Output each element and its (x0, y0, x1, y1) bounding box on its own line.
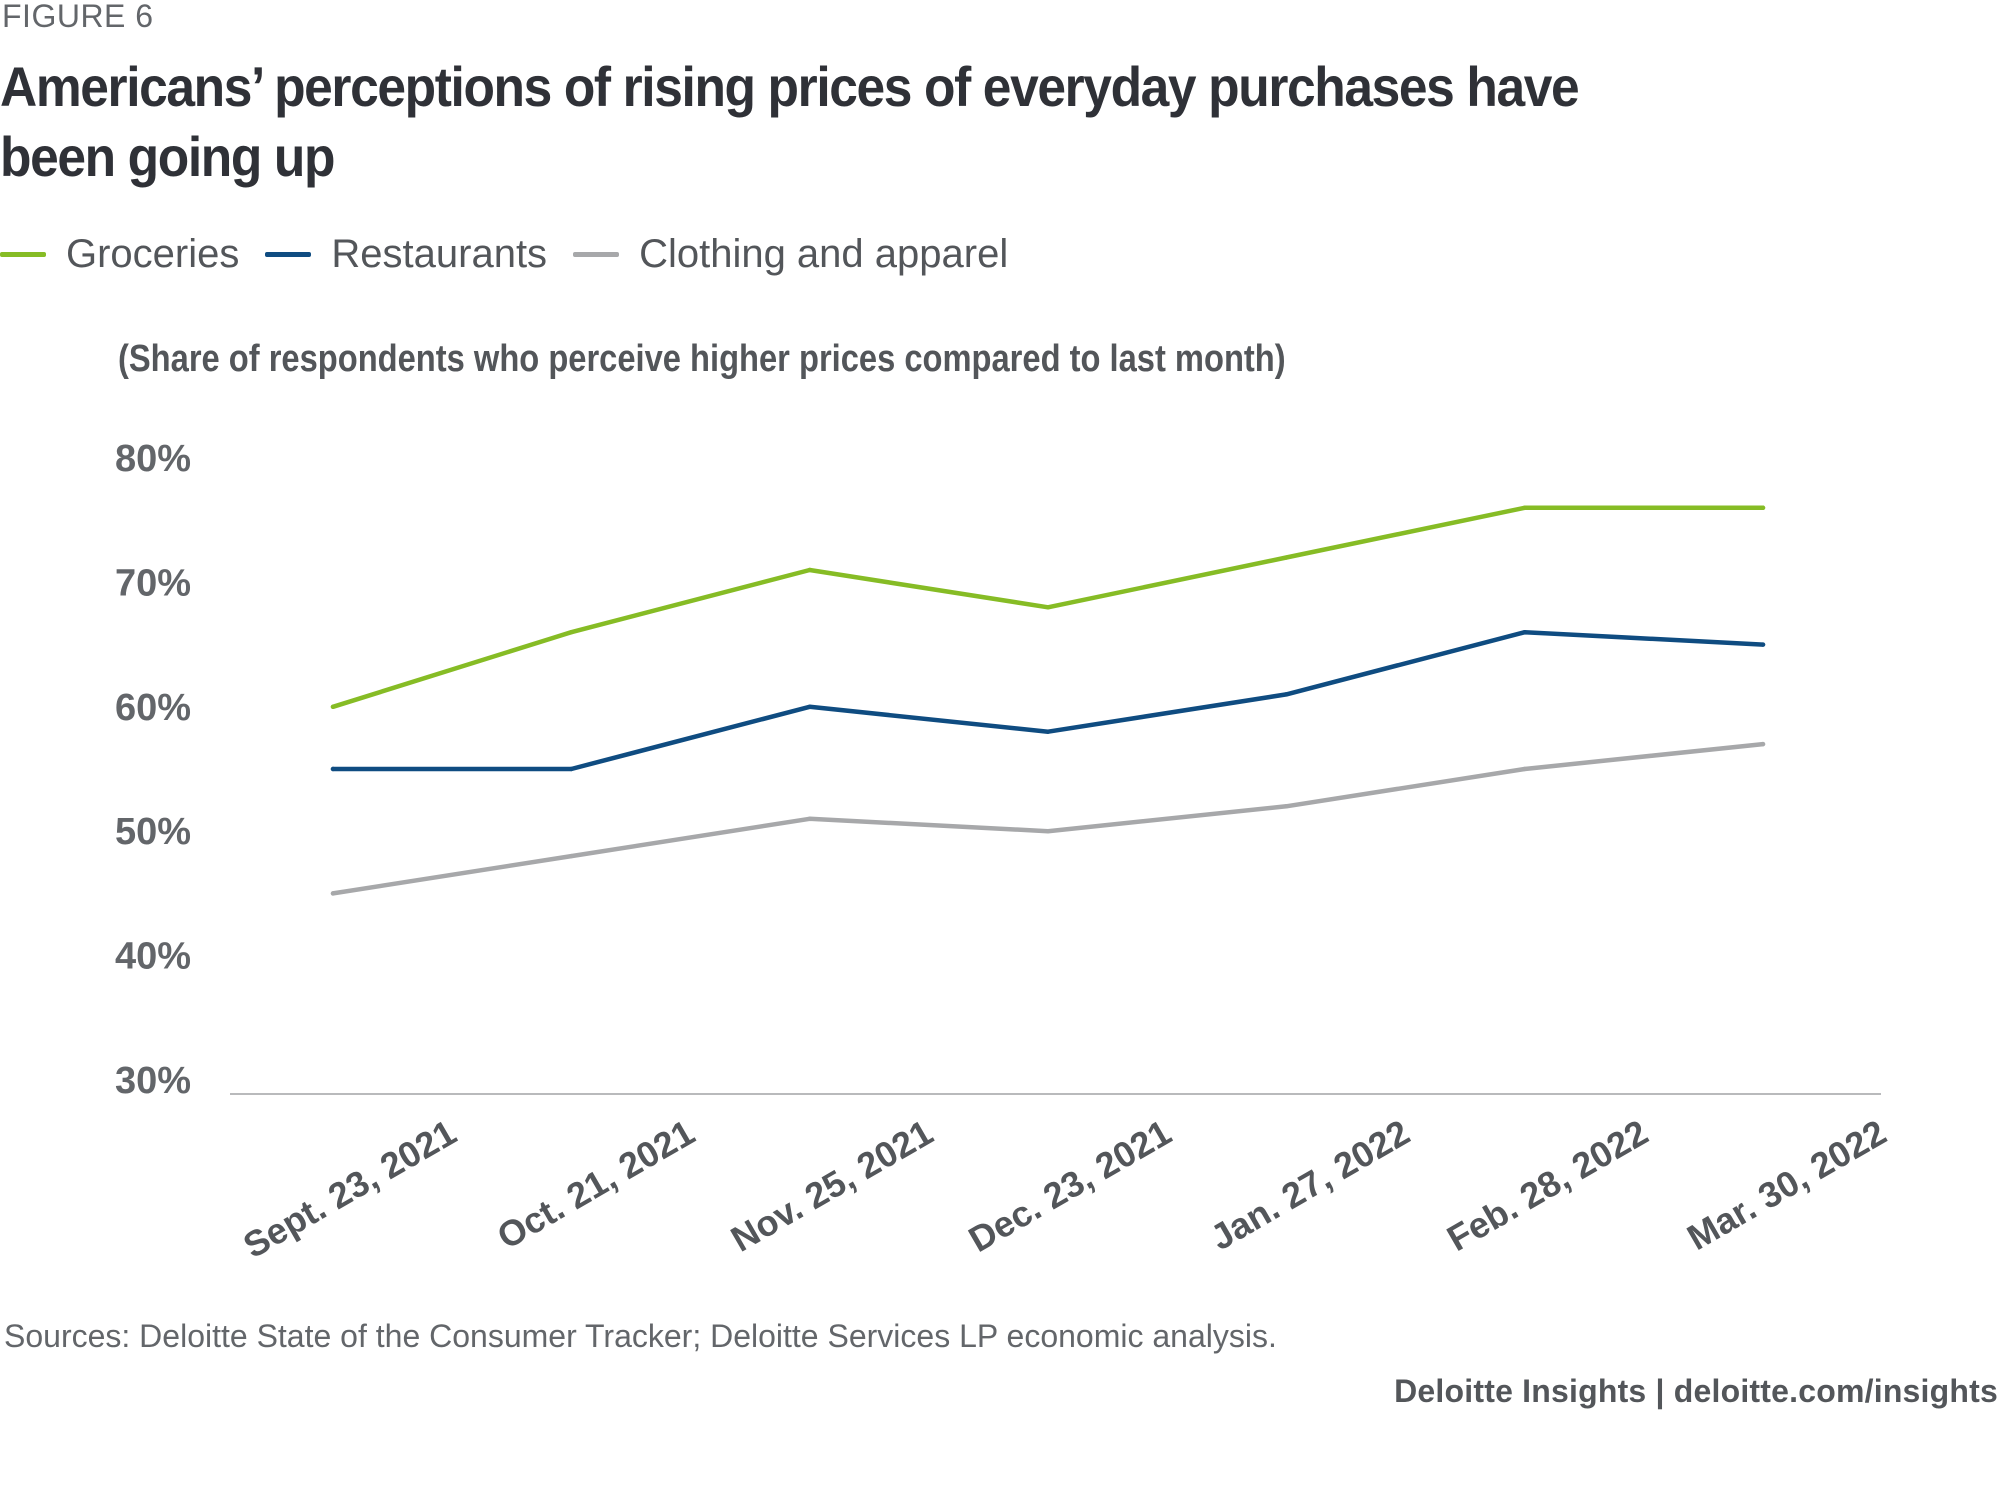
figure-label: FIGURE 6 (2, 0, 154, 34)
data-point (1522, 505, 1527, 510)
data-point (1045, 829, 1051, 834)
series-line-clothing-and-apparel (330, 741, 1766, 896)
data-point (330, 766, 336, 772)
data-point (1284, 804, 1289, 809)
data-point (1284, 555, 1289, 560)
chart-title: Americans’ perceptions of rising prices … (0, 55, 1580, 188)
data-point (330, 704, 336, 709)
series-line-restaurants (330, 629, 1766, 772)
x-axis: Sept. 23, 2021 Oct. 21, 2021 Nov. 25, 2021… (236, 1111, 1893, 1266)
data-point (807, 816, 812, 821)
data-point (1045, 605, 1051, 610)
y-tick-label: 60% (115, 687, 191, 729)
publisher-credit: Deloitte Insights | deloitte.com/insight… (1394, 1373, 1998, 1409)
data-point (330, 891, 336, 896)
legend-label-groceries: Groceries (66, 232, 240, 276)
data-point (1284, 692, 1289, 697)
y-tick-label: 70% (115, 562, 191, 604)
x-tick-label: Jan. 27, 2022 (1203, 1111, 1416, 1258)
legend-item-groceries: Groceries (0, 232, 239, 277)
x-tick-label: Nov. 25, 2021 (724, 1111, 940, 1259)
legend-swatch-groceries (0, 252, 46, 257)
legend-swatch-restaurants (265, 252, 312, 257)
x-tick-label: Feb. 28, 2022 (1440, 1111, 1655, 1259)
data-point (1760, 741, 1766, 747)
data-point (569, 629, 574, 635)
series-group (330, 505, 1766, 896)
x-tick-label: Dec. 23, 2021 (962, 1111, 1178, 1260)
data-point (1522, 766, 1527, 772)
data-point (1760, 642, 1766, 647)
data-point (1760, 505, 1766, 510)
y-tick-label: 50% (115, 811, 191, 853)
data-point (807, 567, 812, 573)
data-point (569, 853, 574, 859)
data-point (807, 704, 812, 709)
data-point (1522, 629, 1527, 635)
legend-item-restaurants: Restaurants (265, 232, 547, 277)
y-axis: 30% 40% 50% 60% 70% 80% (115, 438, 191, 1102)
legend-label-clothing: Clothing and apparel (639, 232, 1009, 276)
x-tick-label: Mar. 30, 2022 (1680, 1111, 1893, 1258)
legend-item-clothing: Clothing and apparel (573, 232, 1008, 277)
data-point (1045, 729, 1051, 734)
data-point (569, 766, 574, 772)
legend: Groceries Restaurants Clothing and appar… (0, 232, 1034, 277)
chart-subtitle: (Share of respondents who perceive highe… (118, 338, 1286, 380)
legend-label-restaurants: Restaurants (331, 232, 548, 276)
x-tick-label: Oct. 21, 2021 (490, 1111, 701, 1257)
y-tick-label: 30% (115, 1060, 191, 1102)
y-tick-label: 40% (115, 936, 191, 978)
legend-swatch-clothing (573, 252, 620, 257)
sources-note: Sources: Deloitte State of the Consumer … (4, 1318, 1277, 1354)
x-tick-label: Sept. 23, 2021 (236, 1111, 463, 1266)
y-tick-label: 80% (115, 438, 191, 480)
